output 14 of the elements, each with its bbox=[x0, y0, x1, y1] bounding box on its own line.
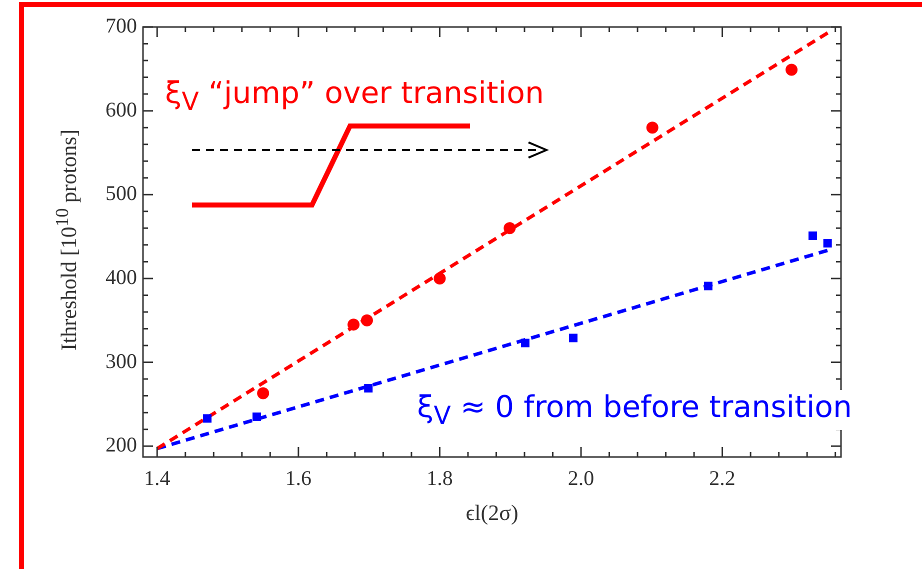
y-tick-label: 600 bbox=[106, 97, 137, 122]
y-tick-label: 500 bbox=[106, 181, 137, 206]
y-tick-label: 300 bbox=[106, 348, 137, 373]
annotation: ξ$_{V}$ “jump” over transition bbox=[165, 76, 544, 116]
x-axis-title: ϵl(2σ) bbox=[464, 500, 520, 526]
x-tick-label: 2.2 bbox=[709, 466, 736, 490]
y-tick-label: 200 bbox=[106, 432, 137, 457]
x-tick-label: 2.0 bbox=[568, 466, 594, 490]
annotation: ξ$_{V}$ ≈ 0 from before transition bbox=[417, 390, 852, 430]
y-tick-label: 700 bbox=[106, 14, 137, 38]
y-tick-label: 400 bbox=[106, 264, 137, 289]
x-tick-label: 1.8 bbox=[426, 466, 453, 490]
x-tick-label: 1.6 bbox=[285, 466, 312, 490]
x-tick-label: 1.4 bbox=[144, 466, 171, 490]
